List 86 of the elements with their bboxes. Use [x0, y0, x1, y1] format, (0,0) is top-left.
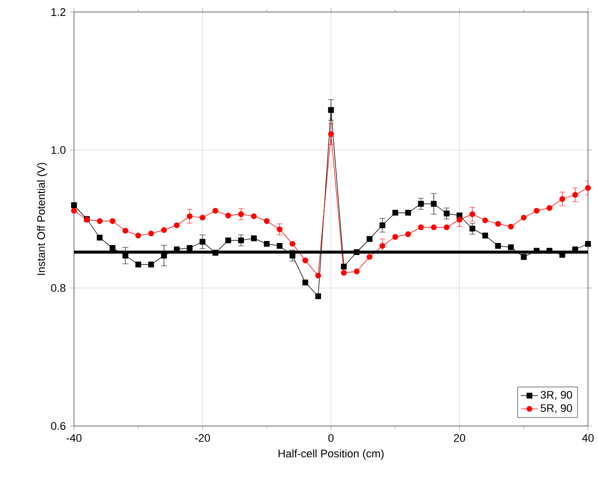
y-tick-label: 1.2 [51, 8, 66, 16]
point [520, 254, 527, 260]
point [276, 243, 282, 249]
point [186, 245, 193, 251]
point [225, 238, 232, 244]
x-axis-title: Half-cell Position (cm) [278, 449, 384, 460]
point [430, 224, 437, 230]
point [444, 210, 450, 216]
point [290, 240, 296, 247]
point [110, 218, 116, 224]
point [315, 293, 322, 300]
point [96, 234, 103, 241]
point [495, 243, 501, 249]
y-tick-label: 1.0 [51, 146, 66, 154]
point [186, 213, 193, 220]
point [315, 272, 322, 278]
point [508, 224, 514, 230]
point [302, 280, 308, 286]
x-tick-label: 40 [582, 434, 594, 442]
point [212, 208, 218, 214]
point [469, 226, 476, 232]
point [482, 217, 488, 224]
point [392, 234, 398, 240]
point [276, 226, 282, 232]
point [354, 268, 360, 274]
point [405, 210, 411, 216]
point [251, 213, 257, 220]
x-tick-label: 20 [454, 434, 466, 442]
point [418, 224, 424, 230]
y-axis-title: Instant Off Potential (V) [36, 162, 48, 275]
point [469, 211, 476, 218]
point [444, 224, 450, 230]
point [135, 232, 142, 238]
point [546, 248, 552, 254]
point [546, 205, 552, 211]
point [418, 200, 424, 207]
point [238, 211, 244, 218]
point [328, 107, 334, 113]
point [572, 192, 578, 198]
point [392, 210, 398, 216]
point [148, 230, 154, 236]
point [110, 245, 116, 251]
point [148, 262, 154, 268]
point [354, 249, 360, 256]
point [174, 222, 180, 228]
point [380, 222, 386, 228]
x-tick-label: -40 [66, 434, 82, 442]
point [508, 244, 514, 250]
point [430, 200, 437, 207]
y-tick-label: 0.6 [51, 422, 66, 430]
point [238, 238, 244, 244]
point [302, 258, 308, 264]
point [366, 254, 372, 260]
x-tick-label: -20 [195, 434, 210, 442]
point [534, 248, 540, 254]
point [366, 236, 372, 242]
point [585, 240, 591, 247]
y-tick-label: 0.8 [51, 284, 66, 292]
point [328, 131, 334, 138]
point [200, 238, 206, 245]
point [520, 214, 527, 221]
point [225, 212, 232, 218]
legend-label: 3R, 90 [540, 390, 572, 400]
point [161, 227, 167, 233]
point [559, 196, 566, 202]
point [495, 220, 501, 227]
point [71, 208, 77, 214]
legend-label: 5R, 90 [540, 404, 572, 414]
x-tick-label: 0 [328, 434, 334, 442]
point [456, 216, 462, 223]
point [585, 185, 591, 191]
point [482, 232, 488, 238]
point [264, 240, 270, 247]
point [534, 208, 540, 214]
point [122, 228, 128, 234]
point [200, 214, 206, 221]
point [340, 264, 347, 270]
point [212, 250, 218, 256]
point [405, 231, 411, 238]
point [96, 218, 103, 224]
point [264, 218, 270, 224]
point [135, 262, 142, 268]
point [340, 270, 347, 276]
point [251, 235, 257, 242]
point [71, 202, 77, 208]
point [380, 243, 386, 249]
